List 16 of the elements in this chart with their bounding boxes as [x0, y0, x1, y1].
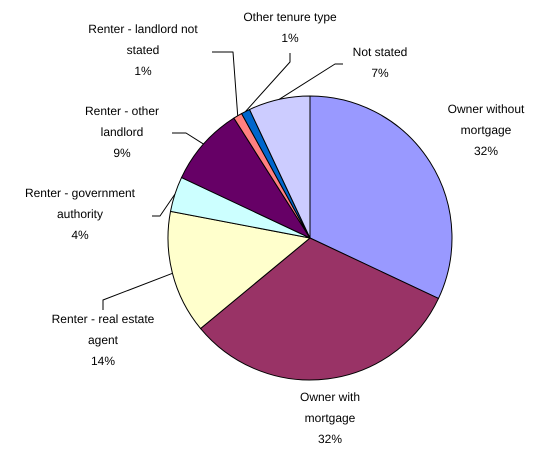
slice-label: Renter - other landlord — [84, 104, 160, 139]
data-label: 9% — [113, 146, 131, 160]
data-label: 4% — [71, 228, 89, 242]
data-label: 32% — [474, 144, 498, 158]
slice-label: Renter - real estate agent — [52, 312, 155, 347]
legend-label: Renter - government authority — [24, 186, 136, 221]
data-label: 1% — [134, 64, 152, 78]
slice-label: Owner with mortgage — [300, 390, 360, 425]
data-label: 14% — [90, 354, 116, 368]
slice-label: Not stated — [352, 45, 408, 59]
slice-label: Owner without mortgage — [448, 102, 526, 137]
data-label: 1% — [281, 31, 299, 45]
data-label: 32% — [318, 432, 342, 446]
data-label: 7% — [371, 66, 389, 80]
slice-label: Renter - landlord not stated — [88, 22, 198, 57]
slice-label: Other tenure type — [243, 10, 338, 24]
